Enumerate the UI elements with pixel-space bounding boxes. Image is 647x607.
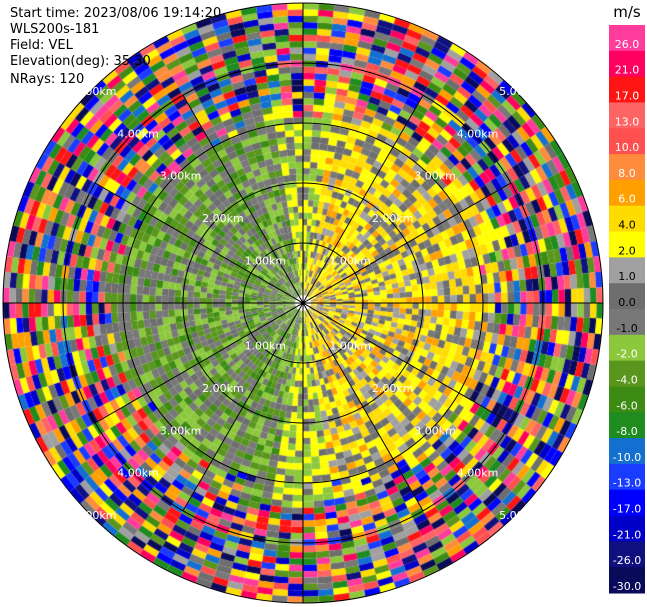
device-label: WLS200s-181 bbox=[10, 22, 100, 37]
colorbar-tick-label: 0.0 bbox=[618, 296, 636, 309]
colorbar-tick-label: -1.0 bbox=[616, 322, 637, 335]
colorbar-swatch bbox=[609, 283, 645, 310]
colorbar-tick-label: -26.0 bbox=[613, 554, 641, 567]
colorbar-tick-label: -21.0 bbox=[613, 528, 641, 541]
colorbar-swatch bbox=[609, 231, 645, 258]
colorbar-swatch bbox=[609, 386, 645, 413]
range-label: 1.00km bbox=[329, 255, 371, 268]
start-time-label: Start time: 2023/08/06 19:14:20 bbox=[10, 6, 222, 21]
range-label: 5.00km bbox=[75, 85, 117, 98]
colorbar-swatch bbox=[609, 257, 645, 284]
azimuth-line-150 bbox=[94, 182, 512, 424]
range-label: 4.00km bbox=[117, 127, 159, 140]
colorbar-tick-label: 21.0 bbox=[615, 64, 640, 77]
range-label: 2.00km bbox=[202, 382, 244, 395]
colorbar-swatch bbox=[609, 128, 645, 155]
colorbar-tick-label: -17.0 bbox=[613, 503, 641, 516]
range-label: 3.00km bbox=[160, 424, 202, 437]
colorbar-tick-label: -13.0 bbox=[613, 477, 641, 490]
colorbar-tick-label: 26.0 bbox=[615, 38, 640, 51]
range-label: 5.00km bbox=[499, 85, 541, 98]
colorbar-unit-label: m/s bbox=[613, 3, 641, 21]
range-label: 4.00km bbox=[457, 127, 499, 140]
colorbar-swatch bbox=[609, 463, 645, 491]
colorbar-swatch bbox=[609, 360, 645, 387]
colorbar-tick-label: -8.0 bbox=[616, 425, 637, 438]
elevation-label: Elevation(deg): 35.30 bbox=[10, 54, 151, 69]
colorbar-swatch bbox=[609, 489, 645, 517]
colorbar-tick-label: -10.0 bbox=[613, 451, 641, 464]
range-label: 5.00km bbox=[499, 509, 541, 522]
nrays-label: NRays: 120 bbox=[10, 72, 85, 87]
colorbar-tick-label: -6.0 bbox=[616, 399, 637, 412]
colorbar-tick-label: 4.0 bbox=[618, 219, 636, 232]
colorbar-swatch bbox=[609, 102, 645, 129]
colorbar-tick-label: 1.0 bbox=[618, 270, 636, 283]
colorbar-swatch bbox=[609, 412, 645, 439]
colorbar-tick-label: -4.0 bbox=[616, 373, 637, 386]
range-label: 5.00km bbox=[75, 509, 117, 522]
colorbar-swatch bbox=[609, 309, 645, 336]
colorbar-tick-label: -30.0 bbox=[613, 580, 641, 593]
colorbar-swatch bbox=[609, 25, 645, 52]
range-label: 4.00km bbox=[457, 467, 499, 480]
range-label: 2.00km bbox=[202, 212, 244, 225]
range-label: 4.00km bbox=[117, 467, 159, 480]
range-label: 3.00km bbox=[414, 424, 456, 437]
range-label: 3.00km bbox=[160, 170, 202, 183]
range-label: 3.00km bbox=[414, 170, 456, 183]
colorbar-tick-label: 17.0 bbox=[615, 89, 640, 102]
colorbar-swatch bbox=[609, 154, 645, 181]
colorbar-tick-label: 8.0 bbox=[618, 167, 636, 180]
range-label: 1.00km bbox=[245, 339, 287, 352]
colorbar-tick-label: -2.0 bbox=[616, 348, 637, 361]
colorbar-tick-label: 13.0 bbox=[615, 115, 640, 128]
range-label: 2.00km bbox=[372, 212, 414, 225]
velocity-colorbar: m/s 26.0 21.0 17.0 13.0 10.0 8.0 6.0 4.0 2.0 1.0 0.… bbox=[609, 3, 645, 594]
colorbar-tick-label: 10.0 bbox=[615, 141, 640, 154]
colorbar-swatch bbox=[609, 76, 645, 103]
colorbar-swatch bbox=[609, 541, 645, 568]
colorbar-tick-label: 6.0 bbox=[618, 193, 636, 206]
field-label: Field: VEL bbox=[10, 38, 73, 53]
colorbar-swatch bbox=[609, 515, 645, 542]
range-label: 1.00km bbox=[329, 339, 371, 352]
colorbar-tick-label: 2.0 bbox=[618, 244, 636, 257]
range-label: 2.00km bbox=[372, 382, 414, 395]
colorbar-swatch bbox=[609, 205, 645, 233]
colorbar-swatch bbox=[609, 50, 645, 78]
colorbar-swatch bbox=[609, 438, 645, 465]
colorbar-swatch bbox=[609, 334, 645, 362]
range-label: 1.00km bbox=[245, 255, 287, 268]
colorbar-swatch bbox=[609, 179, 645, 207]
colorbar-swatch bbox=[609, 567, 645, 594]
